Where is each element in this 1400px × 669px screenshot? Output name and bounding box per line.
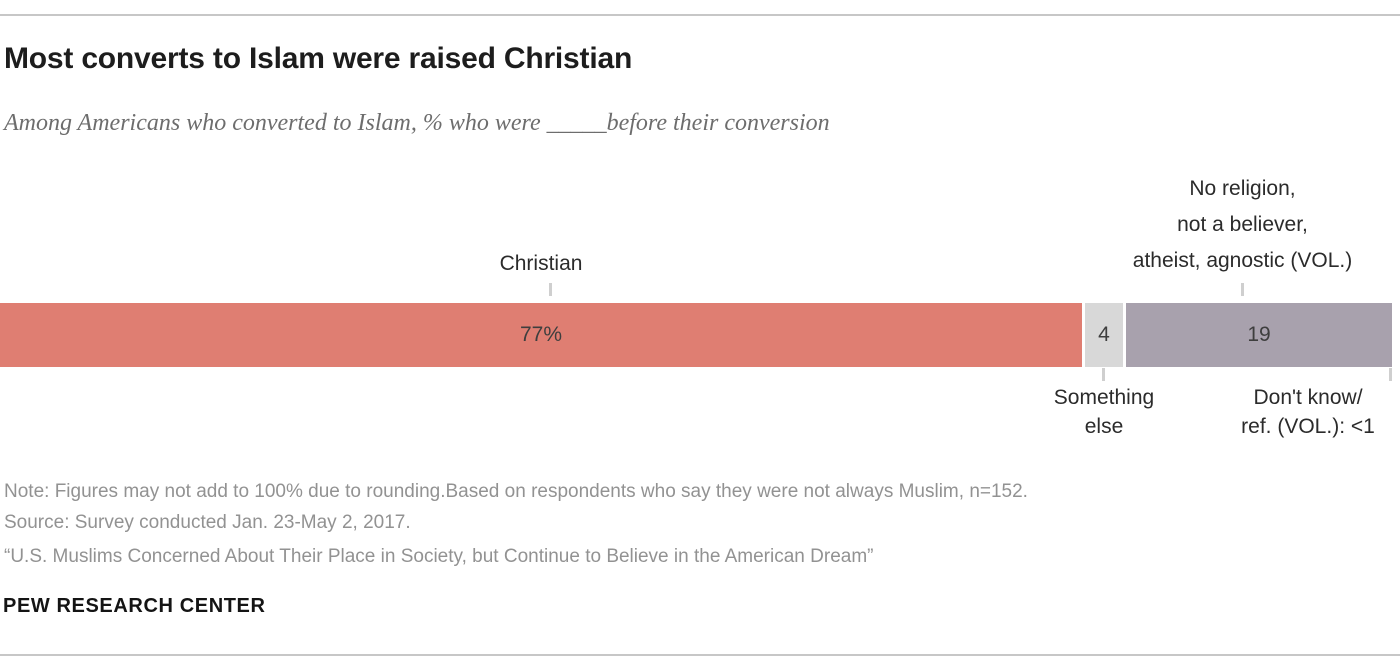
chart-title: Most converts to Islam were raised Chris… bbox=[4, 42, 633, 75]
chart-subtitle: Among Americans who converted to Islam, … bbox=[4, 110, 830, 136]
tick-dont-know bbox=[1389, 368, 1392, 381]
label-dont-know: Don't know/ref. (VOL.): <1 bbox=[1213, 383, 1400, 441]
label-line: Don't know/ bbox=[1253, 386, 1363, 409]
label-line: Something bbox=[1053, 386, 1155, 409]
tick-christian bbox=[549, 283, 552, 296]
tick-something-else bbox=[1102, 368, 1105, 381]
bar-segment-christian: 77% bbox=[0, 303, 1082, 367]
stacked-bar: 77% 4 19 bbox=[0, 303, 1393, 367]
label-line: No religion, bbox=[1189, 177, 1296, 200]
top-divider bbox=[0, 14, 1400, 16]
label-christian: Christian bbox=[499, 252, 583, 275]
bar-segment-value: 77% bbox=[519, 323, 563, 346]
report-title-text: “U.S. Muslims Concerned About Their Plac… bbox=[4, 546, 874, 567]
label-line: atheist, agnostic (VOL.) bbox=[1132, 249, 1353, 272]
bar-segment-no-religion-not-a-believer-atheist-agnostic-vol: 19 bbox=[1126, 303, 1392, 367]
tick-no-religion bbox=[1241, 283, 1244, 296]
label-line: not a believer, bbox=[1177, 213, 1308, 236]
label-line: else bbox=[1084, 415, 1124, 438]
label-no-religion: No religion, not a believer, atheist, agno… bbox=[1085, 171, 1400, 279]
bar-segment-something-else: 4 bbox=[1085, 303, 1123, 367]
note-text: Note: Figures may not add to 100% due to… bbox=[4, 481, 1028, 502]
brand-pew-research-center: PEW RESEARCH CENTER bbox=[3, 595, 266, 617]
bottom-divider bbox=[0, 654, 1400, 656]
label-something-else: Something else bbox=[1029, 383, 1179, 441]
bar-segment-value: 19 bbox=[1247, 323, 1271, 346]
bar-segment-value: 4 bbox=[1098, 323, 1110, 346]
label-line: ref. (VOL.): <1 bbox=[1241, 415, 1375, 438]
source-text: Source: Survey conducted Jan. 23-May 2, … bbox=[4, 512, 411, 533]
